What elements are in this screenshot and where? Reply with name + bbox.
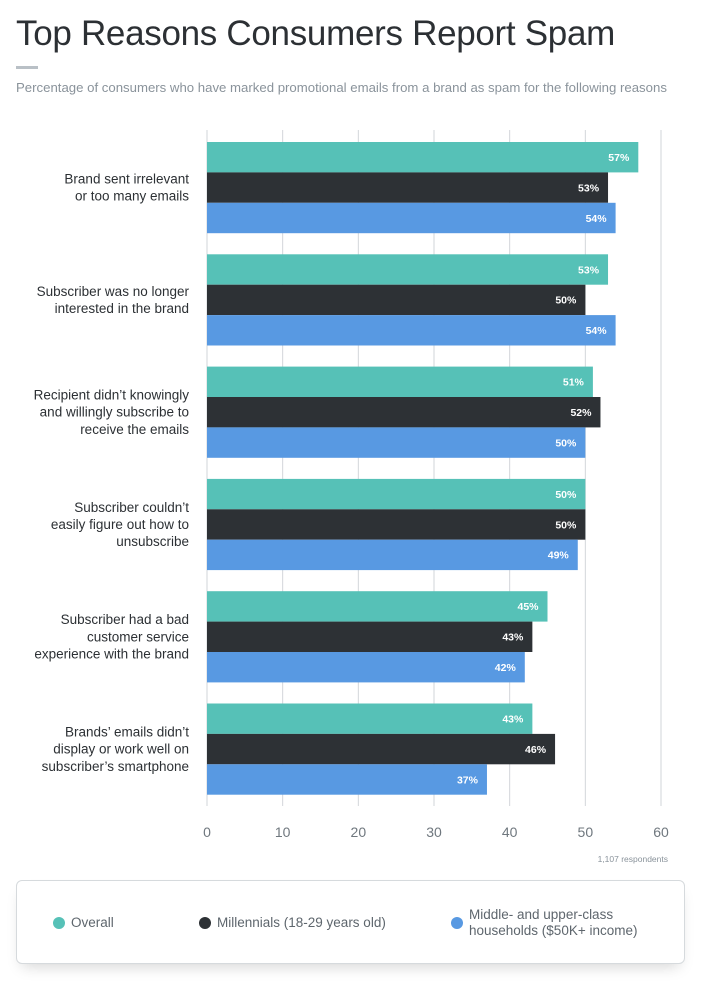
bar-value-label: 54% bbox=[586, 213, 608, 225]
legend-dot-millennials bbox=[199, 917, 211, 929]
bar-millennials bbox=[207, 284, 586, 316]
category-label-line: Subscriber couldn’t bbox=[74, 500, 189, 515]
gridlines bbox=[206, 130, 662, 806]
bar-overall bbox=[207, 478, 586, 510]
bar-value-label: 43% bbox=[502, 714, 524, 726]
bar-households bbox=[207, 427, 586, 458]
legend-dot-households bbox=[451, 917, 463, 929]
bar-value-label: 50% bbox=[555, 519, 577, 531]
bar-overall bbox=[207, 703, 533, 734]
x-axis-ticks: 0 10 20 30 40 50 60 bbox=[203, 824, 669, 840]
category-label-line: display or work well on bbox=[53, 742, 189, 757]
category-label-line: receive the emails bbox=[80, 422, 189, 437]
category-label-line: interested in the brand bbox=[55, 301, 189, 316]
chart-title: Top Reasons Consumers Report Spam bbox=[16, 14, 615, 53]
bar-value-label: 49% bbox=[548, 550, 570, 562]
category-label-line: unsubscribe bbox=[116, 534, 189, 549]
legend-dot-overall bbox=[53, 917, 65, 929]
bar-value-label: 46% bbox=[525, 744, 547, 756]
x-tick-label: 10 bbox=[275, 824, 291, 840]
legend-label-millennials: Millennials (18-29 years old) bbox=[217, 915, 386, 931]
bar-millennials bbox=[207, 397, 601, 428]
bar-chart: 57% 53% 54% 53% 50% 54% 51% 52% 50% 50% 50% 49% 45% 4… bbox=[34, 130, 669, 864]
category-label-line: Subscriber was no longer bbox=[37, 284, 190, 299]
bar-value-label: 50% bbox=[555, 489, 577, 501]
bars: 57% 53% 54% 53% 50% 54% 51% 52% 50% 50% 50% 49% 45% 4… bbox=[207, 142, 639, 795]
bar-millennials bbox=[207, 733, 556, 765]
legend-label-overall: Overall bbox=[71, 915, 114, 931]
category-label-line: Brand sent irrelevant bbox=[64, 172, 189, 187]
legend-item-households: Middle- and upper-class households ($50K… bbox=[451, 881, 637, 965]
x-tick-label: 50 bbox=[578, 824, 594, 840]
category-label-line: customer service bbox=[87, 629, 189, 644]
category-labels: Brand sent irrelevant or too many emails S… bbox=[34, 172, 190, 774]
x-tick-label: 0 bbox=[203, 824, 211, 840]
x-tick-label: 60 bbox=[653, 824, 669, 840]
bar-overall bbox=[207, 254, 609, 285]
bar-value-label: 50% bbox=[555, 295, 577, 307]
category-label-line: Recipient didn’t knowingly bbox=[34, 388, 190, 403]
bar-value-label: 37% bbox=[457, 774, 479, 786]
category-label-line: or too many emails bbox=[75, 189, 189, 204]
category-label: Brand sent irrelevant or too many emails bbox=[64, 172, 189, 204]
category-label-line: experience with the brand bbox=[34, 647, 189, 662]
category-label-line: Subscriber had a bad bbox=[61, 612, 189, 627]
legend-label-households: Middle- and upper-class households ($50K… bbox=[469, 907, 637, 939]
bar-overall bbox=[207, 366, 593, 397]
legend-label-line: Millennials (18-29 years old) bbox=[217, 915, 386, 930]
bar-value-label: 42% bbox=[495, 662, 517, 674]
category-label: Subscriber had a bad customer service expe… bbox=[34, 612, 189, 661]
legend-item-millennials: Millennials (18-29 years old) bbox=[199, 881, 386, 965]
bar-millennials bbox=[207, 172, 609, 203]
legend-item-overall: Overall bbox=[53, 881, 114, 965]
bar-value-label: 57% bbox=[608, 152, 630, 164]
chart-subtitle: Percentage of consumers who have marked … bbox=[16, 80, 667, 95]
bar-households bbox=[207, 202, 616, 234]
category-label-line: subscriber’s smartphone bbox=[42, 759, 189, 774]
bar-value-label: 50% bbox=[555, 437, 577, 449]
x-tick-label: 20 bbox=[351, 824, 367, 840]
bar-value-label: 51% bbox=[563, 377, 585, 389]
category-label: Recipient didn’t knowingly and willingly … bbox=[34, 388, 190, 437]
bar-value-label: 53% bbox=[578, 264, 600, 276]
category-label-line: Brands’ emails didn’t bbox=[65, 724, 189, 739]
x-tick-label: 30 bbox=[426, 824, 442, 840]
bar-value-label: 53% bbox=[578, 182, 600, 194]
bar-millennials bbox=[207, 621, 533, 652]
x-tick-label: 40 bbox=[502, 824, 518, 840]
bar-overall bbox=[207, 591, 548, 622]
category-label-line: and willingly subscribe to bbox=[40, 405, 189, 420]
category-label: Brands’ emails didn’t display or work wel… bbox=[42, 724, 190, 773]
bar-households bbox=[207, 539, 578, 571]
title-underline bbox=[16, 66, 38, 69]
legend-label-line: households ($50K+ income) bbox=[469, 923, 638, 938]
bar-millennials bbox=[207, 509, 586, 540]
category-label: Subscriber couldn’t easily figure out how… bbox=[51, 500, 189, 549]
respondents-note: 1,107 respondents bbox=[598, 854, 668, 864]
legend-label-line: Middle- and upper-class bbox=[469, 907, 614, 922]
category-label-line: easily figure out how to bbox=[51, 517, 189, 532]
bar-households bbox=[207, 315, 616, 346]
bar-value-label: 52% bbox=[570, 407, 592, 419]
bar-value-label: 54% bbox=[586, 325, 608, 337]
bar-households bbox=[207, 652, 525, 683]
legend-label-line: Overall bbox=[71, 915, 114, 930]
category-label: Subscriber was no longer interested in th… bbox=[37, 284, 190, 316]
bar-households bbox=[207, 764, 487, 795]
bar-value-label: 45% bbox=[517, 601, 539, 613]
legend: Overall Millennials (18-29 years old) Mi… bbox=[16, 880, 685, 964]
bar-overall bbox=[207, 142, 639, 173]
bar-value-label: 43% bbox=[502, 632, 524, 644]
